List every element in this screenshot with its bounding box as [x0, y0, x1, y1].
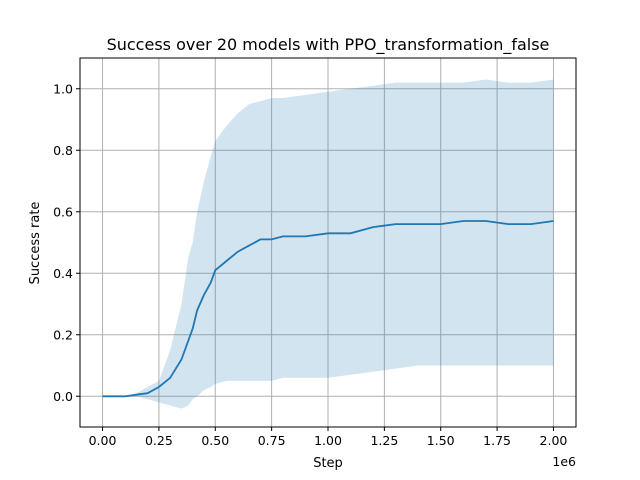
x-tick-label: 0.75: [258, 433, 286, 448]
x-tick-label: 1.75: [483, 433, 511, 448]
y-tick-label: 0.8: [53, 143, 73, 158]
x-axis-ticks: 0.00 0.25 0.50 0.75 1.00 1.25 1.50 1.75 2.00: [89, 427, 568, 448]
x-tick-label: 1.25: [370, 433, 398, 448]
x-tick-label: 1.00: [314, 433, 342, 448]
x-tick-label: 2.00: [540, 433, 568, 448]
y-axis-ticks: 0.0 0.2 0.4 0.6 0.8 1.0: [53, 81, 80, 404]
success-range-band: [102, 79, 554, 409]
x-axis-multiplier: 1e6: [552, 454, 576, 469]
grid: [80, 58, 576, 427]
x-tick-label: 0.00: [89, 433, 117, 448]
x-tick-label: 1.50: [427, 433, 455, 448]
chart-title: Success over 20 models with PPO_transfor…: [107, 35, 550, 55]
y-tick-label: 0.0: [53, 389, 73, 404]
success-mean-line: [102, 220, 554, 398]
y-tick-label: 0.6: [53, 204, 73, 219]
y-axis-label: Success rate: [28, 202, 43, 285]
x-tick-label: 0.50: [201, 433, 229, 448]
y-tick-label: 0.2: [53, 327, 73, 342]
x-tick-label: 0.25: [145, 433, 173, 448]
x-axis-label: Step: [313, 456, 343, 471]
y-tick-label: 1.0: [53, 81, 73, 96]
y-tick-label: 0.4: [53, 266, 73, 281]
